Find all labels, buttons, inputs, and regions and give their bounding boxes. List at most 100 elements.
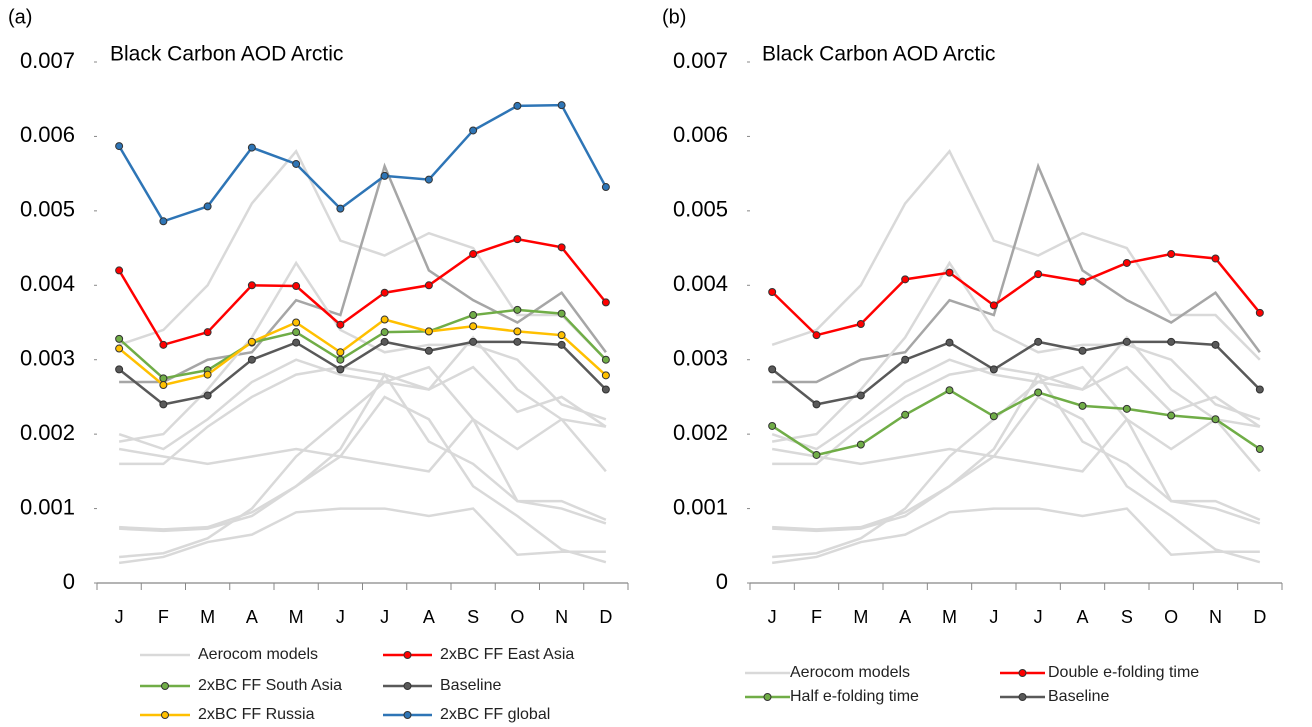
x-tick-label: F: [811, 607, 822, 627]
series-point: [380, 337, 389, 346]
series-point: [989, 412, 998, 421]
series-point: [247, 281, 256, 290]
y-tick-label: 0.002: [20, 420, 75, 445]
legend-label: Aerocom models: [198, 646, 318, 663]
series-point: [1034, 388, 1043, 397]
series-point: [812, 450, 821, 459]
y-tick-label: 0.001: [20, 494, 75, 519]
x-tick-label: J: [115, 607, 124, 627]
legend-marker: [161, 711, 169, 719]
legend-label: Double e-folding time: [1048, 664, 1199, 681]
y-tick-label: 0: [63, 569, 75, 594]
series-point: [1078, 277, 1087, 286]
x-tick-label: M: [289, 607, 304, 627]
y-tick-label: 0: [716, 569, 728, 594]
series-point: [115, 334, 124, 343]
series-point: [768, 365, 777, 374]
series-point: [159, 340, 168, 349]
chart-title: Black Carbon AOD Arctic: [762, 43, 995, 66]
aerocom-line: [118, 260, 607, 443]
series-point: [513, 337, 522, 346]
aerocom-line: [119, 162, 607, 384]
series-point: [812, 331, 821, 340]
series-point: [159, 217, 168, 226]
aerocom-line: [119, 365, 607, 466]
series-point: [469, 311, 478, 320]
series-point: [601, 355, 610, 364]
series-point: [513, 235, 522, 244]
series-line: [771, 340, 1261, 406]
legend-marker: [763, 693, 772, 701]
series-line: [118, 318, 607, 387]
legend-label: Half e-folding time: [790, 688, 919, 705]
aerocom-line: [119, 365, 607, 559]
y-tick-label: 0.001: [673, 494, 728, 519]
series-point: [1078, 346, 1087, 355]
series-point: [945, 338, 954, 347]
series-point: [159, 400, 168, 409]
x-tick-label: A: [423, 607, 435, 627]
legend-label: Baseline: [1048, 688, 1109, 705]
series-point: [292, 282, 301, 291]
x-tick-label: S: [1121, 607, 1133, 627]
series-point: [203, 202, 212, 211]
series-point: [336, 365, 345, 374]
series-point: [469, 250, 478, 259]
x-tick-label: A: [899, 607, 911, 627]
series-point: [380, 328, 389, 337]
series-point: [513, 101, 522, 110]
series-point: [336, 320, 345, 329]
series-point: [424, 281, 433, 290]
series-point: [1122, 404, 1131, 413]
legend-marker: [161, 682, 169, 690]
series-point: [469, 126, 478, 135]
series-point: [901, 355, 910, 364]
x-tick-label: M: [942, 607, 957, 627]
series-point: [159, 381, 168, 390]
series-point: [247, 337, 256, 346]
series-point: [856, 391, 865, 400]
x-tick-label: M: [200, 607, 215, 627]
series-line: [118, 103, 607, 223]
series-point: [601, 385, 610, 394]
legend-marker: [403, 651, 412, 659]
x-tick-label: J: [768, 607, 777, 627]
series-point: [292, 328, 301, 337]
series-point: [380, 288, 389, 297]
series-point: [336, 355, 345, 364]
y-tick-label: 0.007: [20, 48, 75, 73]
series-point: [115, 344, 124, 353]
aerocom-line: [118, 417, 607, 473]
x-tick-label: J: [380, 607, 389, 627]
series-point: [469, 337, 478, 346]
series-point: [856, 319, 865, 328]
series-point: [1211, 415, 1220, 424]
series-point: [901, 275, 910, 284]
series-point: [1211, 340, 1220, 349]
legend-marker: [1018, 669, 1027, 677]
aerocom-line: [772, 162, 1261, 384]
series-point: [601, 371, 610, 380]
legend-label: 2xBC FF South Asia: [198, 677, 342, 694]
aerocom-line: [772, 365, 1261, 559]
series-point: [292, 338, 301, 347]
series-point: [812, 400, 821, 409]
series-point: [115, 365, 124, 374]
series-line: [118, 340, 607, 406]
series-point: [601, 183, 610, 192]
series-point: [469, 322, 478, 331]
series-point: [203, 328, 212, 337]
series-point: [247, 355, 256, 364]
series-point: [557, 331, 566, 340]
series-point: [989, 301, 998, 310]
x-tick-label: J: [989, 607, 998, 627]
series-line: [118, 237, 607, 347]
series-point: [513, 305, 522, 314]
panel-label: (b): [662, 6, 686, 28]
series-point: [1122, 258, 1131, 267]
series-point: [203, 391, 212, 400]
legend-label: Baseline: [440, 677, 501, 694]
x-tick-label: O: [510, 607, 524, 627]
series-point: [945, 386, 954, 395]
